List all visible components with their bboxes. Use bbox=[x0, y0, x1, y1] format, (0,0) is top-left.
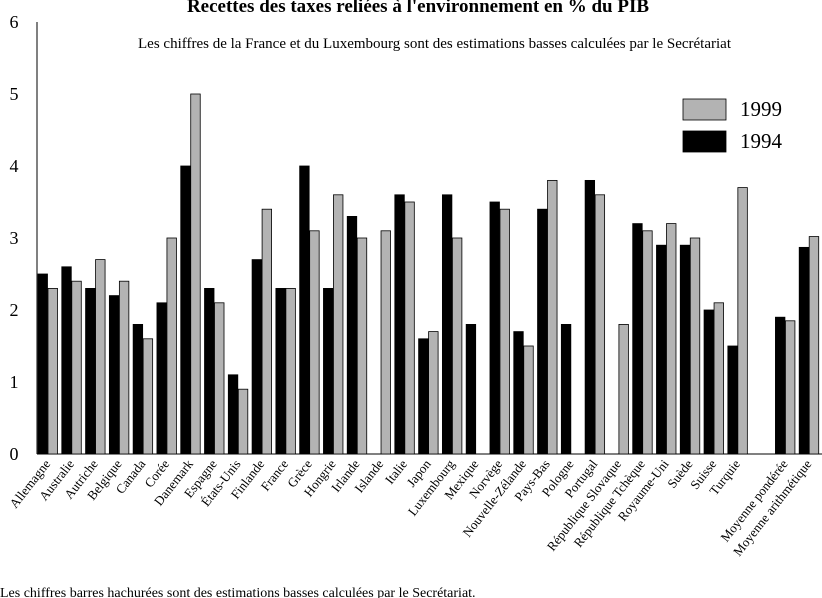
y-tick-label: 4 bbox=[10, 156, 19, 176]
bar bbox=[451, 237, 463, 455]
bar bbox=[689, 237, 701, 455]
bar bbox=[190, 93, 201, 455]
y-tick-label: 5 bbox=[10, 84, 19, 104]
bar bbox=[618, 323, 629, 455]
bar bbox=[441, 194, 453, 455]
bar bbox=[156, 302, 167, 455]
bar bbox=[808, 236, 820, 455]
legend-swatch bbox=[682, 98, 727, 121]
bar bbox=[666, 223, 677, 455]
bar bbox=[775, 316, 786, 455]
bar bbox=[356, 237, 368, 455]
bar bbox=[85, 287, 96, 455]
bar bbox=[285, 287, 296, 455]
bar bbox=[632, 223, 643, 455]
y-tick-label: 2 bbox=[10, 300, 19, 320]
bar bbox=[560, 323, 572, 455]
bar bbox=[37, 273, 48, 455]
chart-title: Recettes des taxes reliées à l'environne… bbox=[187, 0, 649, 17]
bar bbox=[180, 165, 191, 455]
bar bbox=[785, 320, 796, 455]
y-tick-label: 1 bbox=[10, 372, 19, 392]
bar bbox=[61, 266, 72, 455]
bar bbox=[523, 345, 534, 455]
bar bbox=[71, 280, 82, 455]
bar bbox=[428, 331, 439, 455]
bar bbox=[594, 194, 606, 455]
bar bbox=[547, 179, 558, 455]
chart-footnote: Les chiffres barres hachurées sont des e… bbox=[0, 586, 476, 598]
bar bbox=[309, 230, 320, 455]
bar bbox=[132, 323, 144, 455]
bar bbox=[404, 201, 415, 455]
y-tick-label: 3 bbox=[10, 228, 19, 248]
bar bbox=[737, 187, 748, 455]
y-tick-label: 6 bbox=[10, 12, 19, 32]
bar bbox=[47, 287, 58, 455]
bar bbox=[118, 280, 130, 455]
bar bbox=[727, 345, 738, 455]
bar bbox=[679, 244, 691, 455]
bar bbox=[166, 237, 177, 455]
bar bbox=[333, 194, 344, 455]
bar bbox=[299, 165, 310, 455]
bar bbox=[537, 208, 548, 455]
y-tick-label: 0 bbox=[10, 444, 19, 464]
bar bbox=[394, 194, 405, 455]
bar bbox=[489, 201, 500, 455]
bar bbox=[95, 259, 106, 455]
bar bbox=[513, 331, 524, 455]
bar bbox=[346, 215, 358, 455]
bar bbox=[418, 338, 429, 455]
subtitle-box: Les chiffres de la France et du Luxembou… bbox=[138, 36, 731, 52]
bar bbox=[380, 230, 391, 455]
legend-swatch bbox=[682, 130, 727, 153]
bar bbox=[251, 259, 262, 455]
bar bbox=[204, 287, 215, 455]
bar bbox=[108, 295, 120, 455]
bar bbox=[642, 230, 653, 455]
bar bbox=[499, 208, 510, 455]
bar bbox=[214, 302, 225, 455]
bar bbox=[323, 287, 334, 455]
bar bbox=[237, 388, 249, 455]
bar bbox=[142, 338, 154, 455]
bar bbox=[713, 302, 724, 455]
bar bbox=[656, 244, 667, 455]
bar bbox=[261, 208, 272, 455]
legend-label: 1999 bbox=[740, 97, 782, 121]
x-tick-label: France bbox=[258, 456, 292, 493]
bar bbox=[227, 374, 239, 455]
bar bbox=[465, 323, 477, 455]
bar bbox=[584, 179, 596, 455]
bar bbox=[275, 287, 286, 455]
legend-label: 1994 bbox=[740, 129, 783, 153]
bar bbox=[703, 309, 714, 455]
chart-subtitle: Les chiffres de la France et du Luxembou… bbox=[138, 36, 731, 52]
bar bbox=[798, 246, 810, 455]
